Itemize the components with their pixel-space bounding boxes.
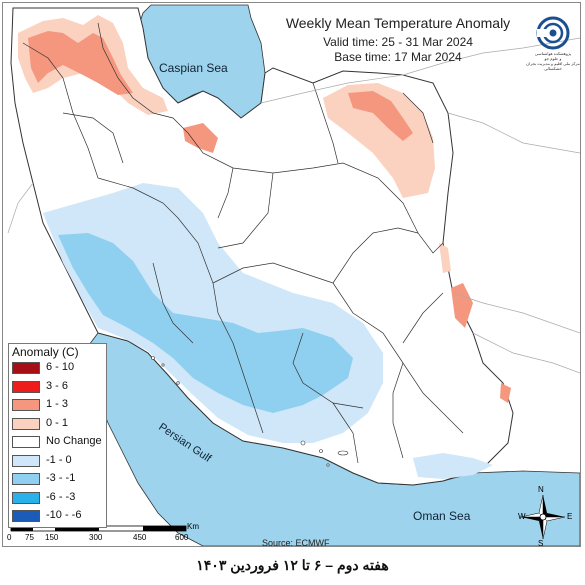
- compass-n: N: [538, 485, 544, 494]
- valid-time: Valid time: 25 - 31 Mar 2024: [323, 35, 473, 49]
- base-time: Base time: 17 Mar 2024: [334, 50, 462, 64]
- legend-item: -1 - 0: [12, 454, 104, 469]
- legend: Anomaly (C) 6 - 10 3 - 6 1 - 3 0 - 1 No Chan…: [8, 343, 107, 528]
- legend-label: No Change: [46, 435, 102, 447]
- anomaly-north-warm: [183, 123, 218, 153]
- scale-unit: Km: [187, 522, 199, 531]
- anomaly-east-warm-strip: [439, 243, 451, 273]
- legend-label: 3 - 6: [46, 379, 69, 392]
- anomaly-west-cool-medium: [58, 233, 353, 413]
- legend-label: -1 - 0: [46, 453, 72, 466]
- legend-label: -6 - -3: [46, 490, 76, 503]
- anomaly-ne-warm-core: [348, 91, 413, 141]
- legend-item: -6 - -3: [12, 491, 104, 506]
- anomaly-east-warm-small: [500, 383, 511, 403]
- scale-tick-label: 450: [133, 533, 147, 542]
- organization-logo: پژوهشکده هواشناسی و علوم جو مرکز ملی اقل…: [523, 15, 583, 73]
- legend-swatch: [12, 417, 40, 430]
- legend-item: 3 - 6: [12, 380, 104, 395]
- legend-swatch: [12, 362, 40, 374]
- anomaly-nw-warm-core: [28, 31, 133, 95]
- map-frame: Weekly Mean Temperature Anomaly Valid ti…: [2, 2, 583, 548]
- province-boundaries: [22, 22, 464, 464]
- anomaly-south-cool: [413, 453, 493, 479]
- legend-title: Anomaly (C): [12, 345, 79, 359]
- legend-label: 1 - 3: [46, 398, 69, 410]
- legend-swatch: [12, 399, 40, 411]
- logo-icon: [536, 16, 570, 50]
- legend-item: 1 - 3: [12, 398, 104, 413]
- map-title: Weekly Mean Temperature Anomaly: [285, 15, 511, 31]
- legend-swatch: [12, 436, 40, 448]
- oman-sea-label: Oman Sea: [413, 509, 471, 523]
- compass-e: E: [567, 512, 573, 521]
- legend-swatch: [12, 380, 40, 393]
- scale-tick-label: 150: [45, 533, 59, 542]
- compass-w: W: [518, 512, 526, 521]
- gulf-islands: [151, 356, 349, 467]
- caspian-sea-label: Caspian Sea: [159, 61, 228, 75]
- scale-tick-label: 75: [25, 533, 34, 542]
- compass-s: S: [538, 539, 544, 548]
- legend-item: -3 - -1: [12, 472, 104, 487]
- legend-item: No Change: [12, 435, 104, 450]
- compass-rose: [520, 494, 566, 540]
- source-credit: Source: ECMWF: [262, 538, 330, 548]
- legend-swatch: [12, 454, 40, 467]
- legend-swatch: [12, 510, 40, 522]
- logo-text: پژوهشکده هواشناسی و علوم جو مرکز ملی اقل…: [526, 51, 580, 71]
- legend-label: 0 - 1: [46, 416, 69, 429]
- legend-item: -10 - -6: [12, 509, 104, 524]
- anomaly-ne-warm: [323, 83, 435, 198]
- legend-swatch: [12, 473, 40, 485]
- scale-tick-label: 0: [7, 533, 12, 542]
- legend-item: 0 - 1: [12, 417, 104, 432]
- temperature-anomaly-map: [7, 4, 580, 546]
- legend-swatch: [12, 491, 40, 504]
- scale-tick-label: 600: [175, 533, 189, 542]
- neighbor-borders: [7, 37, 580, 374]
- legend-label: -10 - -6: [46, 509, 82, 521]
- legend-label: 6 - 10: [46, 361, 75, 373]
- figure-caption: هفته دوم – ۶ تا ۱۲ فروردین ۱۴۰۳: [196, 557, 389, 573]
- legend-item: 6 - 10: [12, 361, 104, 376]
- legend-label: -3 - -1: [46, 472, 76, 484]
- scale-tick-label: 300: [89, 533, 103, 542]
- scale-labels: 0 75 150 300 450 600: [3, 533, 203, 545]
